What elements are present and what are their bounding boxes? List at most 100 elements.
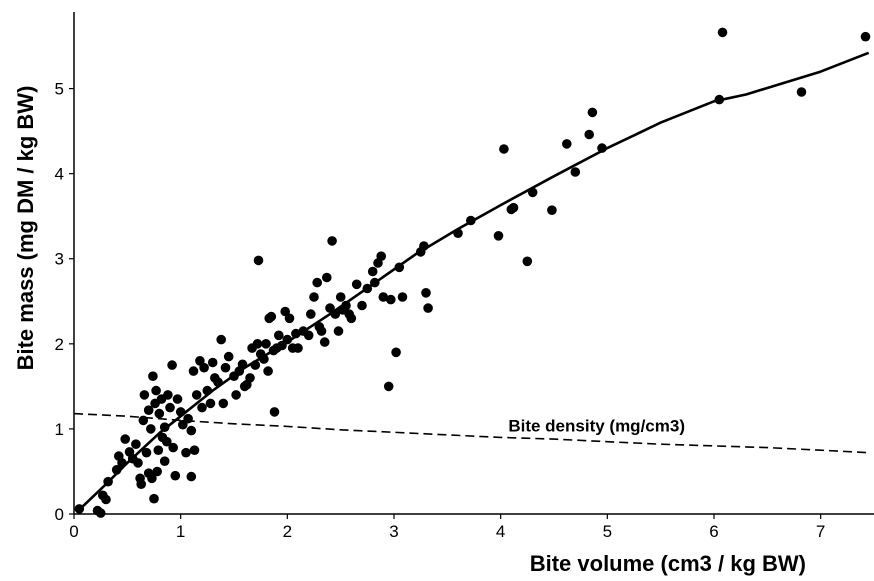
data-point <box>367 266 378 277</box>
data-point <box>220 362 231 373</box>
data-point <box>291 328 301 339</box>
data-point <box>253 255 264 266</box>
data-point <box>370 277 380 288</box>
data-point <box>136 479 146 490</box>
data-point <box>120 434 130 444</box>
bite-density-annotation: Bite density (mg/cm3) <box>508 416 685 435</box>
x-tick-label: 1 <box>176 522 185 541</box>
data-point <box>223 351 234 362</box>
data-point <box>149 493 159 504</box>
data-point <box>202 385 213 396</box>
y-tick-label: 1 <box>55 420 64 439</box>
data-point <box>168 442 178 453</box>
data-point <box>159 422 170 433</box>
y-tick-label: 0 <box>55 505 64 524</box>
data-point <box>143 405 154 416</box>
data-point <box>165 402 175 413</box>
data-point <box>181 447 191 458</box>
data-point <box>312 277 323 288</box>
data-point <box>216 334 226 345</box>
data-point <box>133 458 143 468</box>
data-point <box>397 292 408 302</box>
data-point <box>493 231 504 241</box>
data-point <box>316 326 327 336</box>
data-point <box>261 339 271 349</box>
data-point <box>508 202 519 213</box>
data-point <box>383 381 394 392</box>
data-point <box>207 357 218 368</box>
data-point <box>386 294 396 305</box>
data-point <box>245 373 255 383</box>
data-point <box>282 334 293 345</box>
data-point <box>152 466 162 477</box>
data-point <box>357 300 367 311</box>
data-point <box>252 339 263 349</box>
x-tick-label: 3 <box>389 522 398 541</box>
data-point <box>293 343 303 353</box>
data-point <box>391 347 401 358</box>
data-point <box>327 236 337 246</box>
data-point <box>341 300 351 311</box>
data-point <box>263 366 273 376</box>
bite-density-curve <box>73 412 869 454</box>
data-point <box>250 360 261 370</box>
data-point <box>322 272 332 283</box>
data-point <box>587 107 598 118</box>
data-point <box>186 425 197 436</box>
data-point <box>159 456 170 467</box>
x-tick-label: 5 <box>603 522 612 541</box>
data-point <box>153 445 164 456</box>
data-point <box>547 205 557 215</box>
data-point <box>562 139 572 149</box>
x-tick-label: 7 <box>816 522 825 541</box>
bite-density-curve-group <box>73 412 869 454</box>
data-points-group <box>74 27 871 518</box>
data-point <box>197 402 207 413</box>
data-point <box>167 360 177 370</box>
data-point <box>319 337 330 347</box>
data-point <box>714 94 725 105</box>
data-point <box>148 371 158 382</box>
data-point <box>284 313 295 324</box>
data-point <box>309 292 319 302</box>
data-point <box>117 458 127 468</box>
data-point <box>74 504 85 514</box>
data-point <box>175 407 186 417</box>
data-point <box>376 251 387 261</box>
data-point <box>423 303 433 313</box>
data-point <box>394 262 405 273</box>
data-point <box>141 447 152 458</box>
fit-curve-group <box>78 51 870 511</box>
data-point <box>269 407 280 417</box>
data-point <box>453 228 463 238</box>
y-tick-label: 4 <box>55 165 64 184</box>
x-tick-label: 2 <box>283 522 292 541</box>
fit-curve <box>78 51 870 511</box>
data-point <box>131 439 141 450</box>
data-point <box>522 256 533 267</box>
data-point <box>362 283 373 294</box>
data-point <box>570 167 581 177</box>
data-point <box>154 408 165 419</box>
data-point <box>499 144 509 154</box>
data-point <box>860 31 871 42</box>
data-point <box>111 465 122 475</box>
data-point <box>717 27 728 38</box>
data-point <box>259 354 269 364</box>
data-point <box>303 330 314 341</box>
data-point <box>205 398 216 409</box>
y-tick-label: 3 <box>55 250 64 269</box>
data-point <box>335 292 346 302</box>
data-point <box>199 362 209 373</box>
data-point <box>330 309 341 319</box>
data-point <box>191 390 202 400</box>
data-point <box>170 470 181 481</box>
data-point <box>466 215 476 226</box>
data-point <box>172 394 183 404</box>
data-point <box>213 377 223 387</box>
data-point <box>378 292 389 302</box>
data-point <box>333 326 344 336</box>
data-point <box>584 129 594 140</box>
x-tick-label: 4 <box>496 522 505 541</box>
